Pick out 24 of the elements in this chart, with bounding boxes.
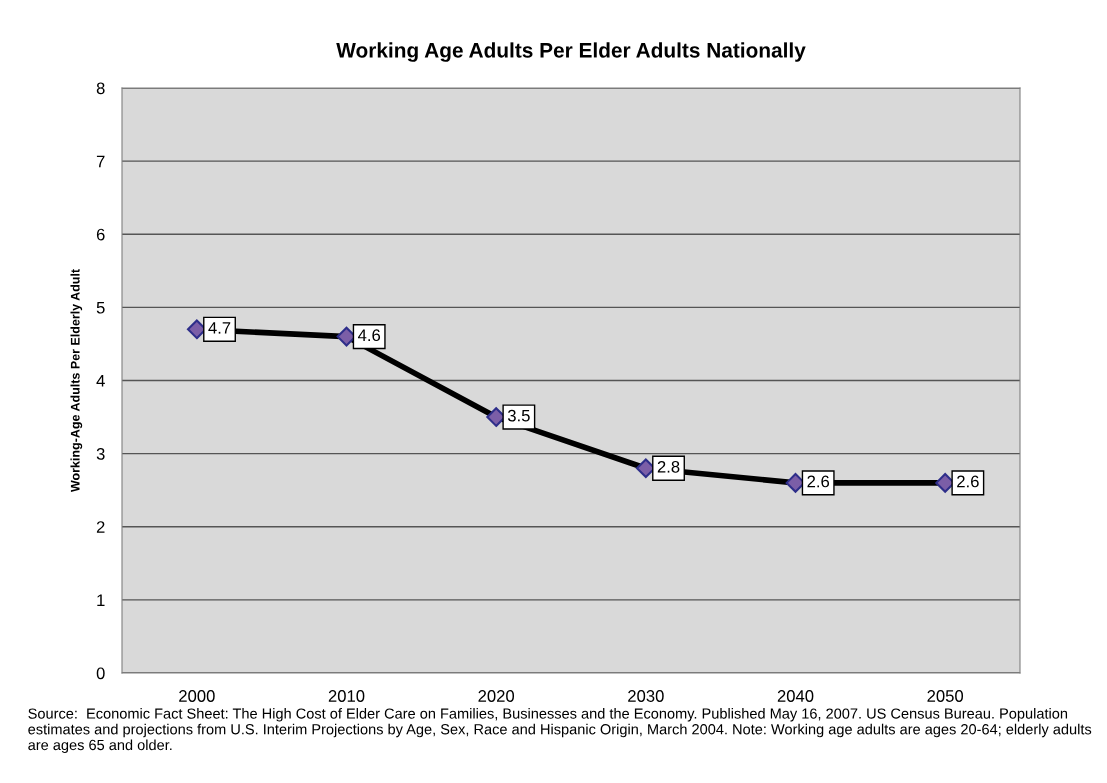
chart-title: Working Age Adults Per Elder Adults Nationally <box>336 42 806 62</box>
y-tick-label: 5 <box>96 301 105 314</box>
y-tick-label: 2 <box>96 521 105 533</box>
data-label: 2.6 <box>957 475 979 488</box>
x-tick-label: 2050 <box>927 690 964 702</box>
data-label: 2.8 <box>657 460 680 473</box>
y-tick-label: 1 <box>97 594 105 606</box>
data-label: 2.6 <box>807 475 830 488</box>
y-tick-label: 4 <box>96 375 105 387</box>
source-note: Source: Economic Fact Sheet: The High Cost of Elder Care on Families, Businesses and the Economy. Published May 16, 2007. US Census Bureau. Population estimates and projections from U.S. Interim Projections by Age, Sex, Race and Hispanic Origin, March 2004. Note: Working age adults are ages 20-64; elderly adults are ages 65 and older. <box>28 708 1092 754</box>
y-axis-title: Working-Age Adults Per Elderly Adult <box>70 269 83 493</box>
x-tick-label: 2000 <box>179 690 215 702</box>
y-tick-label: 8 <box>96 82 105 95</box>
y-tick-label: 7 <box>96 155 105 168</box>
x-tick-label: 2010 <box>328 690 365 702</box>
data-label: 4.7 <box>208 322 231 334</box>
y-tick-label: 3 <box>96 448 105 460</box>
x-tick-label: 2020 <box>478 690 515 702</box>
x-tick-label: 2040 <box>777 690 814 702</box>
x-tick-label: 2030 <box>628 690 664 702</box>
y-tick-label: 6 <box>96 228 105 241</box>
y-tick-label: 0 <box>96 667 105 680</box>
data-label: 4.6 <box>357 329 381 342</box>
data-label: 3.5 <box>507 409 530 422</box>
